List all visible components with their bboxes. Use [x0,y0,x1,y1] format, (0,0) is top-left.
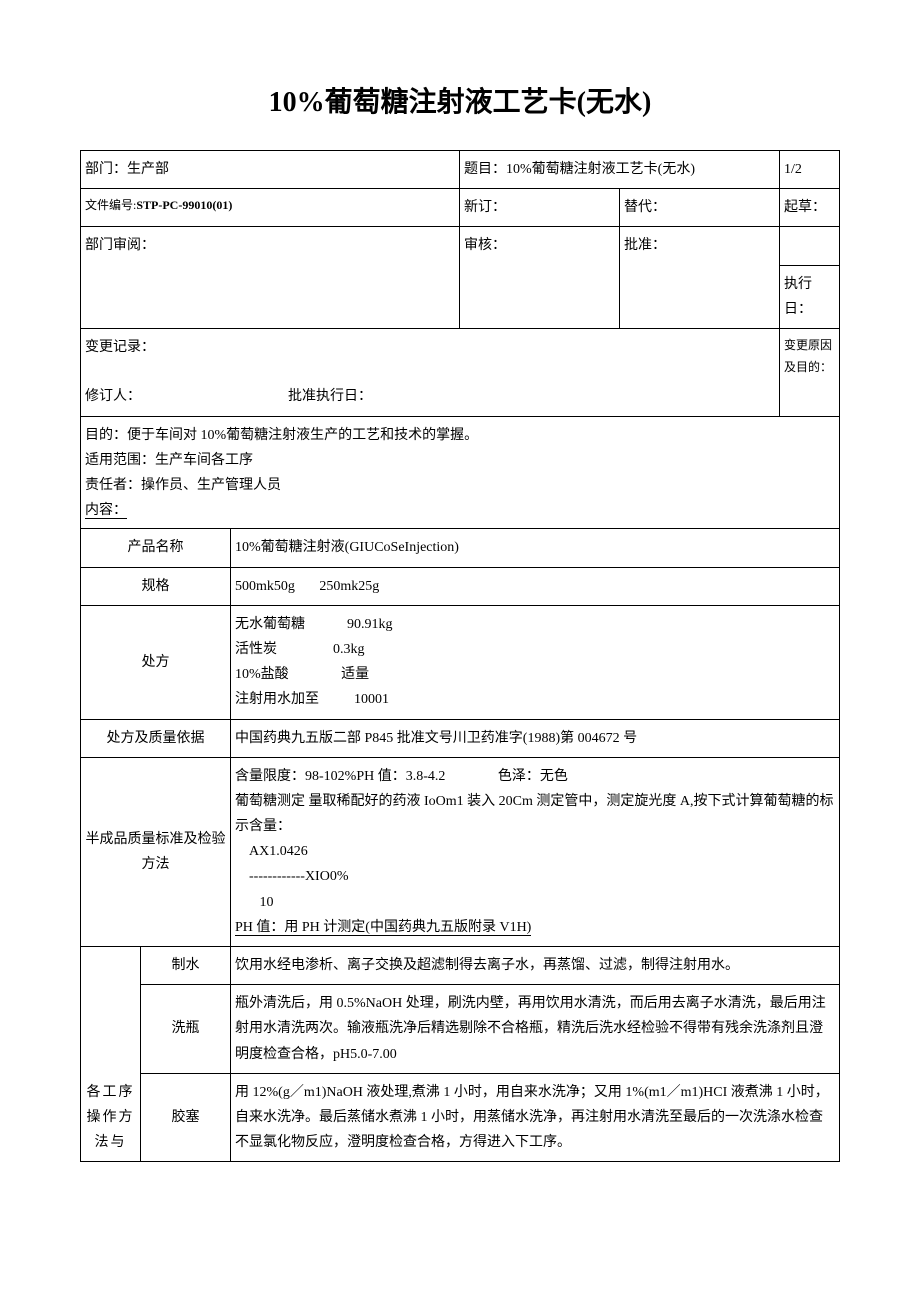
basis-label: 处方及质量依据 [81,719,231,757]
basis-value: 中国药典九五版二部 P845 批准文号川卫药准字(1988)第 004672 号 [231,719,840,757]
semi-line-0: 含量限度：98-102%PH 值：3.8-4.2 色泽：无色 [235,764,835,789]
replace-cell: 替代： [620,189,780,227]
product-label: 产品名称 [81,529,231,567]
product-value: 10%葡萄糖注射液(GIUCoSeInjection) [231,529,840,567]
doc-no-value: STP-PC-99010(01) [136,198,232,212]
rx-label: 处方 [81,605,231,719]
semi-line-2: AX1.0426 [235,839,835,864]
proc-text-0: 饮用水经电渗析、离子交换及超滤制得去离子水，再蒸馏、过滤，制得注射用水。 [231,947,840,985]
approve-exec-date-label: 批准执行日： [288,389,372,404]
spec-table: 产品名称 10%葡萄糖注射液(GIUCoSeInjection) 规格 500m… [80,528,840,1162]
scope-line: 适用范围：生产车间各工序 [85,448,835,473]
reviser-label: 修订人： [85,389,141,404]
dept-review-cell: 部门审阅： [81,227,460,329]
semi-value: 含量限度：98-102%PH 值：3.8-4.2 色泽：无色 葡萄糖测定 量取稀… [231,757,840,946]
proc-text-1: 瓶外清洗后，用 0.5%NaOH 处理，刷洗内壁，再用饮用水清洗，而后用去离子水… [231,985,840,1074]
doc-no-cell: 文件编号:STP-PC-99010(01) [81,189,460,227]
rx-line-0: 无水葡萄糖 90.91kg [235,612,835,637]
header-table: 部门：生产部 题目：10%葡萄糖注射液工艺卡(无水) 1/2 文件编号:STP-… [80,150,840,529]
page-cell: 1/2 [780,151,840,189]
reviser-row: 修订人： 批准执行日： [81,378,780,416]
rx-line-1: 活性炭 0.3kg [235,637,835,662]
rx-line-3: 注射用水加至 10001 [235,687,835,712]
semi-line-1: 葡萄糖测定 量取稀配好的药液 IoOm1 装入 20Cm 测定管中，测定旋光度 … [235,789,835,839]
doc-no-label: 文件编号: [85,198,136,212]
semi-label: 半成品质量标准及检验方法 [81,757,231,946]
rx-value: 无水葡萄糖 90.91kg 活性炭 0.3kg 10%盐酸 适量 注射用水加至 … [231,605,840,719]
proc-name-0: 制水 [141,947,231,985]
dept-cell: 部门：生产部 [81,151,460,189]
intro-cell: 目的：便于车间对 10%葡萄糖注射液生产的工艺和技术的掌握。 适用范围：生产车间… [81,416,840,529]
draft-empty [780,227,840,265]
semi-line-3: ------------XIO0% [235,864,835,889]
new-cell: 新订： [460,189,620,227]
proc-text-2: 用 12%(g／m1)NaOH 液处理,煮沸 1 小时，用自来水洗净；又用 1%… [231,1073,840,1162]
content-label-line: 内容： [85,498,835,523]
semi-line-4: 10 [235,890,835,915]
spec-label: 规格 [81,567,231,605]
approve-cell: 批准： [620,227,780,329]
review-cell: 审核： [460,227,620,329]
purpose-line: 目的：便于车间对 10%葡萄糖注射液生产的工艺和技术的掌握。 [85,423,835,448]
exec-date-cell: 执行日： [780,265,840,328]
semi-line-5: PH 值：用 PH 计测定(中国药典九五版附录 V1H) [235,915,835,940]
change-reason-cell: 变更原因及目的： [780,328,840,416]
proc-name-1: 洗瓶 [141,985,231,1074]
rx-line-2: 10%盐酸 适量 [235,662,835,687]
responsible-line: 责任者：操作员、生产管理人员 [85,473,835,498]
subject-cell: 题目：10%葡萄糖注射液工艺卡(无水) [460,151,780,189]
change-record-cell: 变更记录： [81,328,780,378]
proc-group-label: 各工序操作方法与 [81,947,141,1162]
proc-name-2: 胶塞 [141,1073,231,1162]
page-title: 10%葡萄糖注射液工艺卡(无水) [80,80,840,120]
draft-cell: 起草： [780,189,840,227]
spec-value: 500mk50g 250mk25g [231,567,840,605]
